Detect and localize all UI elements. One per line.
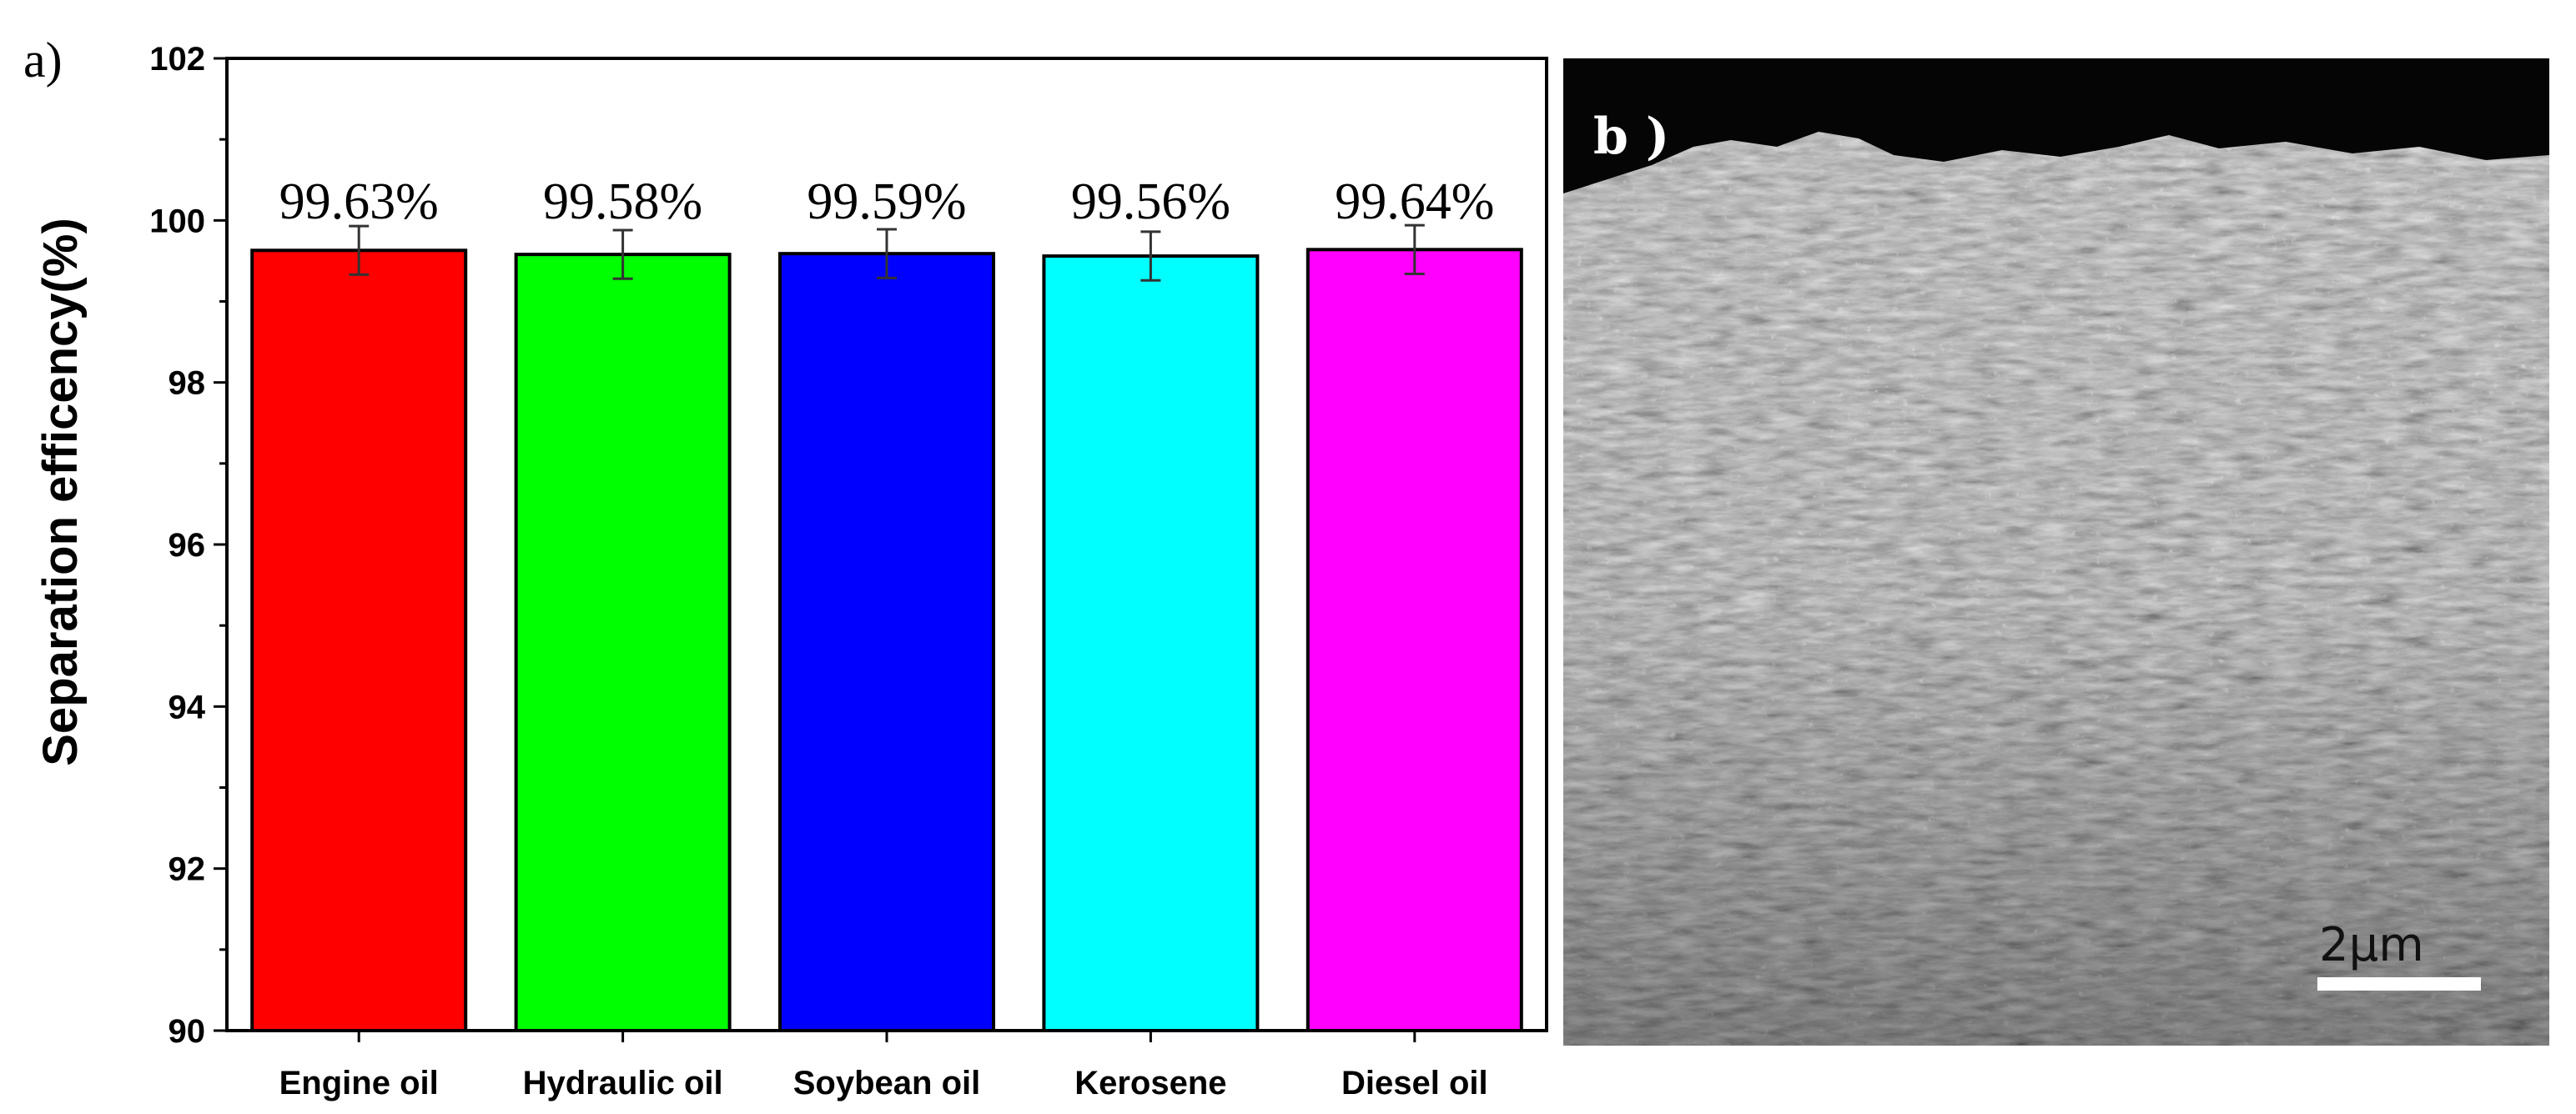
bars: [250, 248, 1523, 1033]
category-label-4: Diesel oil: [1341, 1065, 1488, 1101]
x-categories: Engine oil Hydraulic oil Soybean oil Kerose…: [279, 1065, 1488, 1101]
y-axis-title: Separation efficency(%): [33, 218, 88, 766]
y-tick-label-4: 98: [169, 365, 206, 402]
data-label-4: 99.64%: [1335, 173, 1494, 230]
error-bar-3: [1140, 230, 1161, 282]
error-bar-0: [349, 224, 370, 276]
bar-chart: a) Separation efficency(%) 99.63% 99.58% 9…: [23, 33, 1548, 1101]
data-labels: 99.63% 99.58% 99.59% 99.56% 99.64%: [279, 173, 1495, 230]
y-tick-label-6: 102: [149, 41, 205, 78]
data-label-2: 99.59%: [807, 173, 966, 230]
error-bar-1: [612, 228, 633, 280]
y-tick-label-0: 90: [169, 1013, 206, 1050]
bar-2: [778, 252, 995, 1032]
y-tick-label-1: 92: [169, 851, 206, 888]
bar-1: [514, 253, 732, 1033]
category-label-0: Engine oil: [279, 1065, 439, 1101]
error-bars: [349, 223, 1425, 282]
data-label-1: 99.58%: [543, 173, 702, 230]
scale-bar-label: 2μm: [2319, 918, 2424, 972]
panel-label-b: b ): [1593, 108, 1669, 166]
data-label-3: 99.56%: [1071, 173, 1230, 230]
category-label-1: Hydraulic oil: [523, 1065, 723, 1101]
sem-micrograph: b ) 2μm: [1563, 58, 2549, 1046]
data-label-0: 99.63%: [279, 173, 439, 230]
y-tick-label-5: 100: [149, 203, 205, 239]
sem-dark-background: [1563, 58, 2549, 193]
error-bar-2: [877, 228, 897, 279]
bar-0: [250, 248, 468, 1033]
bar-3: [1042, 254, 1260, 1032]
y-tick-label-2: 94: [169, 689, 206, 725]
y-ticks: 90 92 94 96 98 100 102: [149, 41, 227, 1050]
y-tick-label-3: 96: [169, 527, 206, 564]
scale-bar: [2317, 977, 2481, 991]
bar-4: [1306, 248, 1523, 1032]
error-bar-4: [1404, 223, 1425, 275]
panel-label-a: a): [23, 33, 63, 88]
category-label-2: Soybean oil: [793, 1065, 981, 1101]
category-label-3: Kerosene: [1074, 1065, 1226, 1101]
